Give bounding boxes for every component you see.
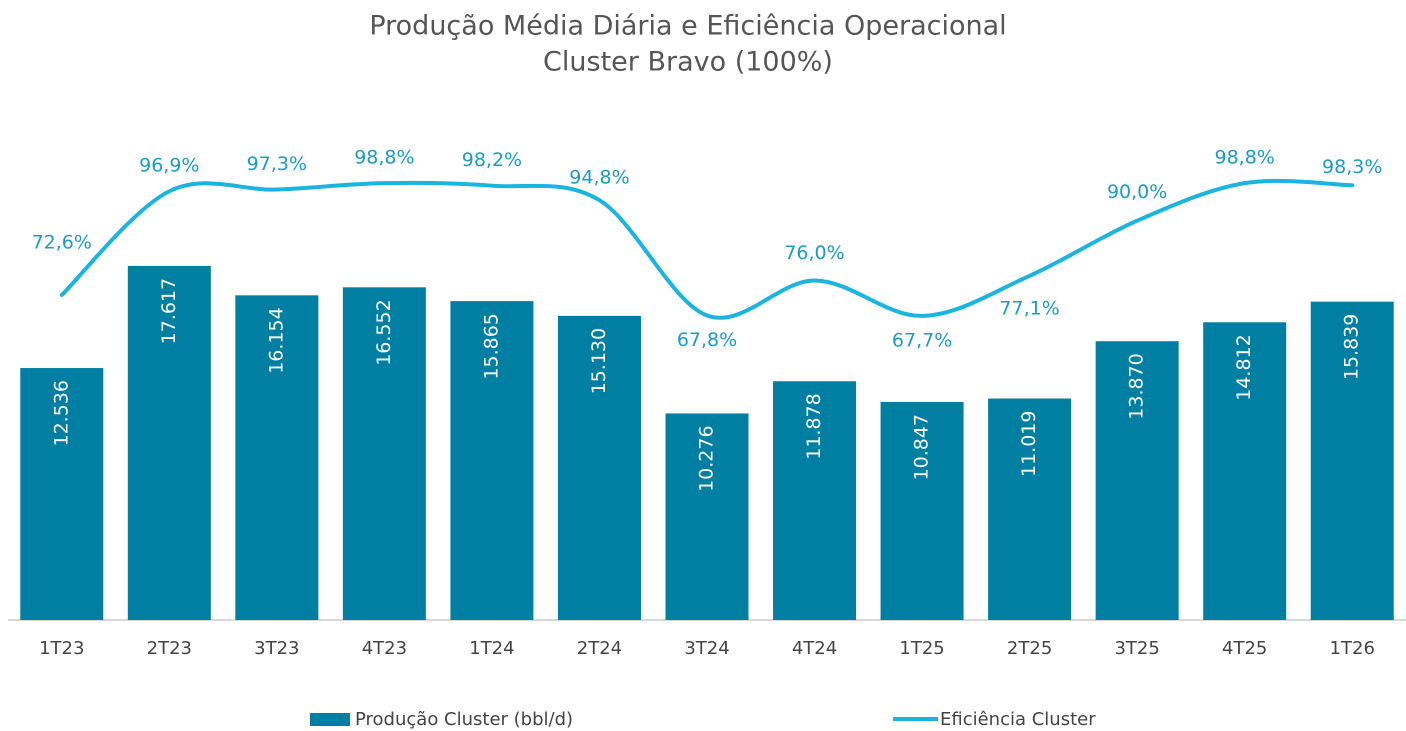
bar-label: 15.130	[588, 328, 610, 394]
line-label: 94,8%	[569, 167, 629, 189]
bar	[127, 265, 211, 620]
line-label: 67,8%	[677, 329, 737, 351]
bar-label: 10.276	[696, 425, 718, 491]
line-label: 98,3%	[1322, 156, 1382, 178]
x-tick-label: 1T25	[899, 638, 944, 659]
bar	[988, 398, 1072, 620]
line-label: 97,3%	[247, 153, 307, 175]
bar	[880, 401, 964, 620]
bar-label: 17.617	[158, 278, 180, 344]
bar	[450, 301, 534, 620]
line-label: 67,7%	[892, 329, 952, 351]
x-tick-label: 4T25	[1222, 638, 1267, 659]
x-tick-label: 2T23	[147, 638, 192, 659]
bar	[1310, 301, 1394, 620]
chart-title: Produção Média Diária e Eficiência Opera…	[369, 11, 1006, 42]
x-tick-label: 3T25	[1114, 638, 1159, 659]
line-label: 96,9%	[139, 155, 199, 177]
bar-label: 16.154	[265, 307, 287, 373]
x-tick-label: 1T26	[1330, 638, 1375, 659]
legend-label: Eficiência Cluster	[940, 709, 1096, 730]
x-tick-label: 4T23	[362, 638, 407, 659]
bar-label: 15.839	[1341, 314, 1363, 380]
bar	[557, 315, 641, 620]
x-tick-label: 3T24	[684, 638, 729, 659]
line-label: 98,8%	[354, 147, 414, 169]
x-tick-label: 1T24	[469, 638, 514, 659]
legend-swatch	[310, 713, 350, 726]
line-label: 98,2%	[462, 149, 522, 171]
bar	[20, 368, 104, 620]
line-label: 90,0%	[1107, 181, 1167, 203]
bar	[1095, 341, 1179, 620]
bar-label: 15.865	[480, 313, 502, 379]
line	[59, 178, 1355, 320]
line-label: 77,1%	[999, 297, 1059, 319]
x-tick-label: 2T25	[1007, 638, 1052, 659]
line-label: 98,8%	[1215, 147, 1275, 169]
x-tick-label: 2T24	[577, 638, 622, 659]
bar	[665, 413, 749, 620]
chart-subtitle: Cluster Bravo (100%)	[543, 47, 833, 78]
line-label: 72,6%	[32, 231, 92, 253]
x-tick-label: 4T24	[792, 638, 837, 659]
bar-label: 14.812	[1233, 334, 1255, 400]
bar-label: 12.536	[50, 380, 72, 446]
line-label: 76,0%	[784, 242, 844, 264]
bar-label: 11.878	[803, 393, 825, 459]
bar-label: 10.847	[911, 414, 933, 480]
bar	[1203, 322, 1287, 620]
bar	[342, 287, 426, 620]
bar-label: 11.019	[1018, 411, 1040, 477]
bar	[773, 381, 857, 620]
bar	[235, 295, 319, 620]
legend-label: Produção Cluster (bbl/d)	[355, 709, 573, 730]
x-tick-label: 1T23	[39, 638, 84, 659]
bar-label: 13.870	[1126, 353, 1148, 419]
x-tick-label: 3T23	[254, 638, 299, 659]
bar-label: 16.552	[373, 299, 395, 365]
